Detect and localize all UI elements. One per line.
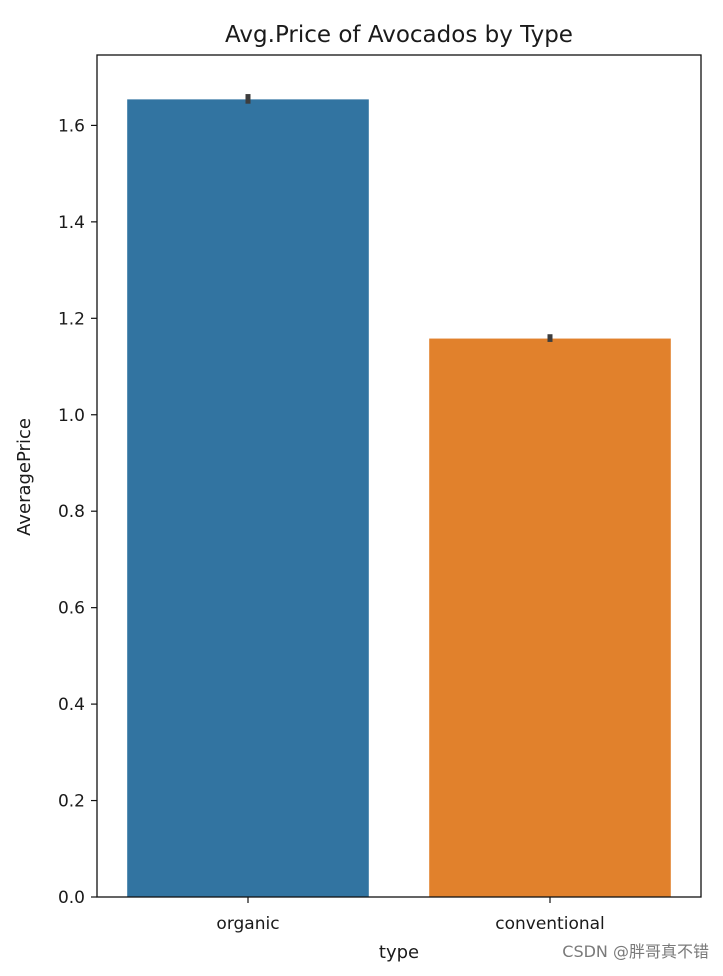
y-tick-label: 1.4 [58,213,85,233]
y-axis-label: AveragePrice [14,418,35,536]
y-tick-label: 1.0 [58,406,85,426]
y-tick-label: 0.8 [58,502,85,522]
watermark: CSDN @胖哥真不错 [562,942,709,961]
y-tick-label: 1.2 [58,309,85,329]
x-tick-label: organic [216,914,279,934]
plot-frame [96,54,702,898]
y-tick-label: 0.2 [58,792,85,812]
y-tick-label: 0.6 [58,599,85,619]
y-tick-label: 0.4 [58,695,85,715]
y-tick-label: 1.6 [58,116,85,136]
bar-conventional [429,338,671,897]
x-tick-label: conventional [495,914,605,934]
y-tick-label: 0.0 [58,888,85,908]
x-axis-label: type [379,942,419,963]
chart-title: Avg.Price of Avocados by Type [225,22,573,48]
bar-organic [127,99,369,897]
